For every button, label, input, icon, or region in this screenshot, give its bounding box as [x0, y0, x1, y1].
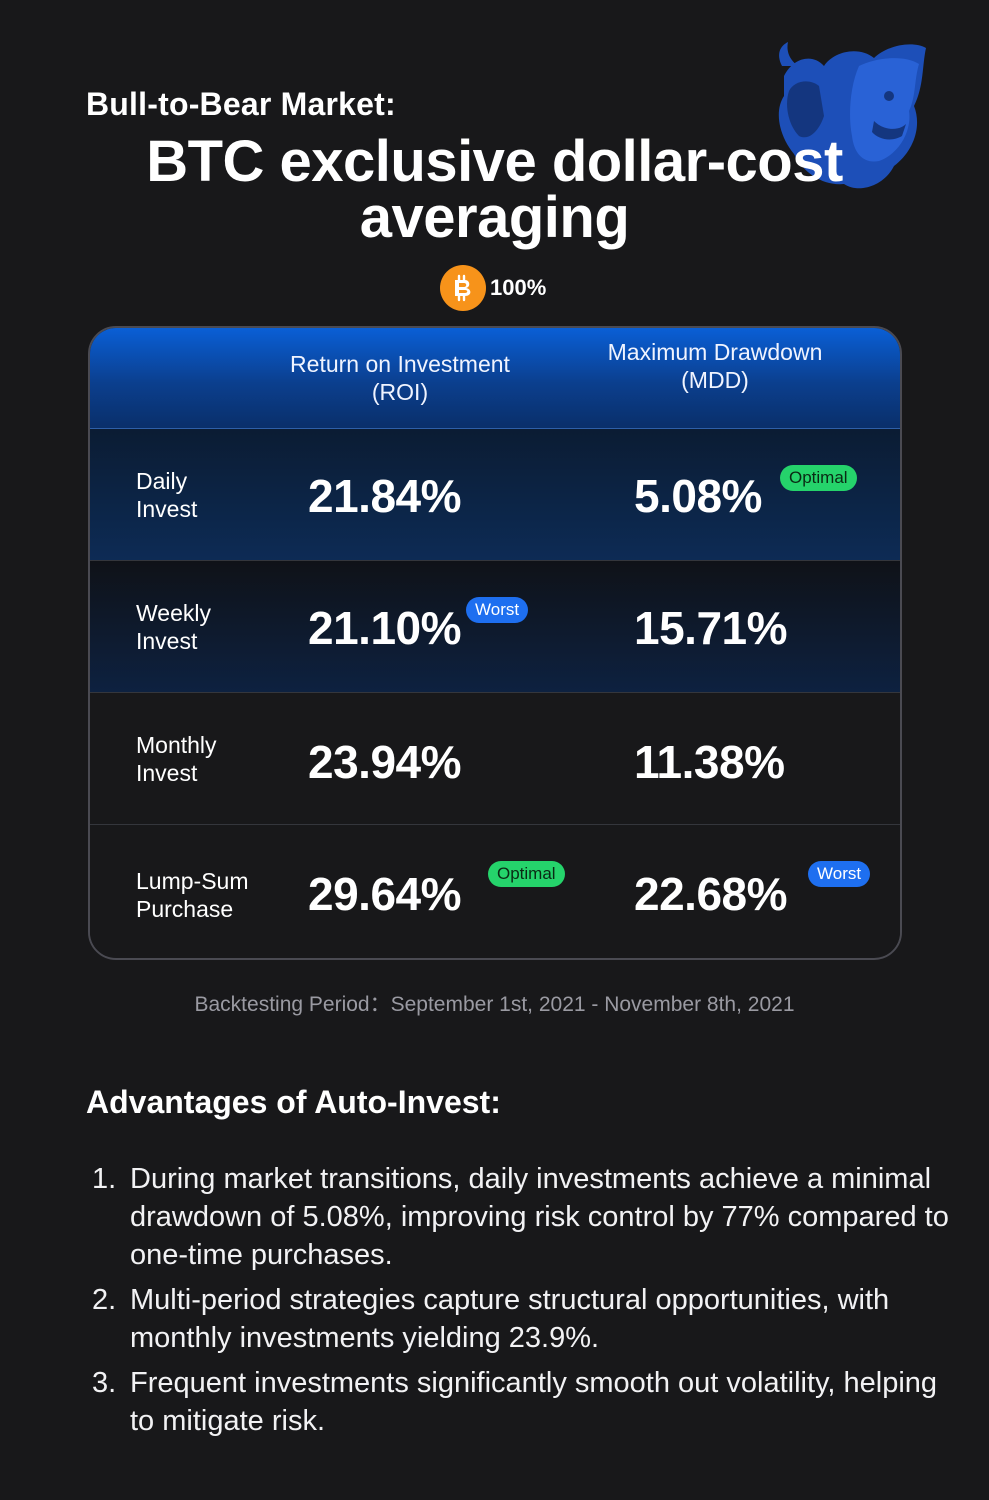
advantages-title: Advantages of Auto-Invest:	[86, 1084, 501, 1120]
mdd-column-header: Maximum Drawdown (MDD)	[607, 339, 823, 393]
page-title: BTC exclusive dollar-cost averaging	[146, 129, 843, 250]
table-row: Daily Invest 21.84% 5.08% Optimal	[90, 429, 900, 561]
advantages-list: 1. During market transitions, daily inve…	[92, 1160, 952, 1447]
table-header: Return on Investment (ROI) Maximum Drawd…	[90, 328, 900, 429]
worst-badge: Worst	[466, 597, 529, 623]
list-text: During market transitions, daily investm…	[130, 1163, 949, 1271]
roi-value: 29.64%	[308, 868, 462, 920]
list-number: 1.	[92, 1163, 117, 1195]
roi-value: 23.94%	[308, 736, 462, 788]
table-row: Weekly Invest 21.10% Worst 15.71%	[90, 561, 900, 693]
row-label: Lump-Sum Purchase	[136, 868, 249, 922]
list-item: 1. During market transitions, daily inve…	[92, 1160, 952, 1274]
mdd-value: 5.08%	[634, 470, 762, 522]
roi-column-header: Return on Investment (ROI)	[290, 351, 510, 405]
list-item: 3. Frequent investments significantly sm…	[92, 1364, 952, 1440]
list-item: 2. Multi-period strategies capture struc…	[92, 1281, 952, 1357]
list-number: 3.	[92, 1367, 117, 1399]
table-row: Lump-Sum Purchase 29.64% Optimal 22.68% …	[90, 825, 900, 956]
bull-bear-icon	[778, 42, 926, 189]
mdd-value: 11.38%	[634, 736, 785, 788]
list-number: 2.	[92, 1284, 117, 1316]
row-label: Daily Invest	[136, 468, 198, 522]
mdd-value: 22.68%	[634, 868, 788, 920]
list-text: Frequent investments significantly smoot…	[130, 1367, 938, 1437]
backtesting-period: Backtesting Period：September 1st, 2021 -…	[194, 993, 795, 1016]
optimal-badge: Optimal	[780, 465, 857, 491]
worst-badge: Worst	[808, 861, 871, 887]
roi-value: 21.10%	[308, 602, 462, 654]
allocation-percent: 100%	[490, 275, 547, 300]
allocation-indicator: 100%	[440, 264, 546, 312]
roi-value: 21.84%	[308, 470, 462, 522]
optimal-badge: Optimal	[488, 861, 565, 887]
comparison-table: Return on Investment (ROI) Maximum Drawd…	[88, 326, 902, 960]
row-label: Weekly Invest	[136, 600, 211, 654]
mdd-value: 15.71%	[634, 602, 788, 654]
table-row: Monthly Invest 23.94% 11.38%	[90, 693, 900, 825]
list-text: Multi-period strategies capture structur…	[130, 1284, 890, 1354]
market-subtitle: Bull-to-Bear Market:	[86, 86, 396, 122]
row-label: Monthly Invest	[136, 732, 217, 786]
bitcoin-icon	[440, 265, 486, 311]
